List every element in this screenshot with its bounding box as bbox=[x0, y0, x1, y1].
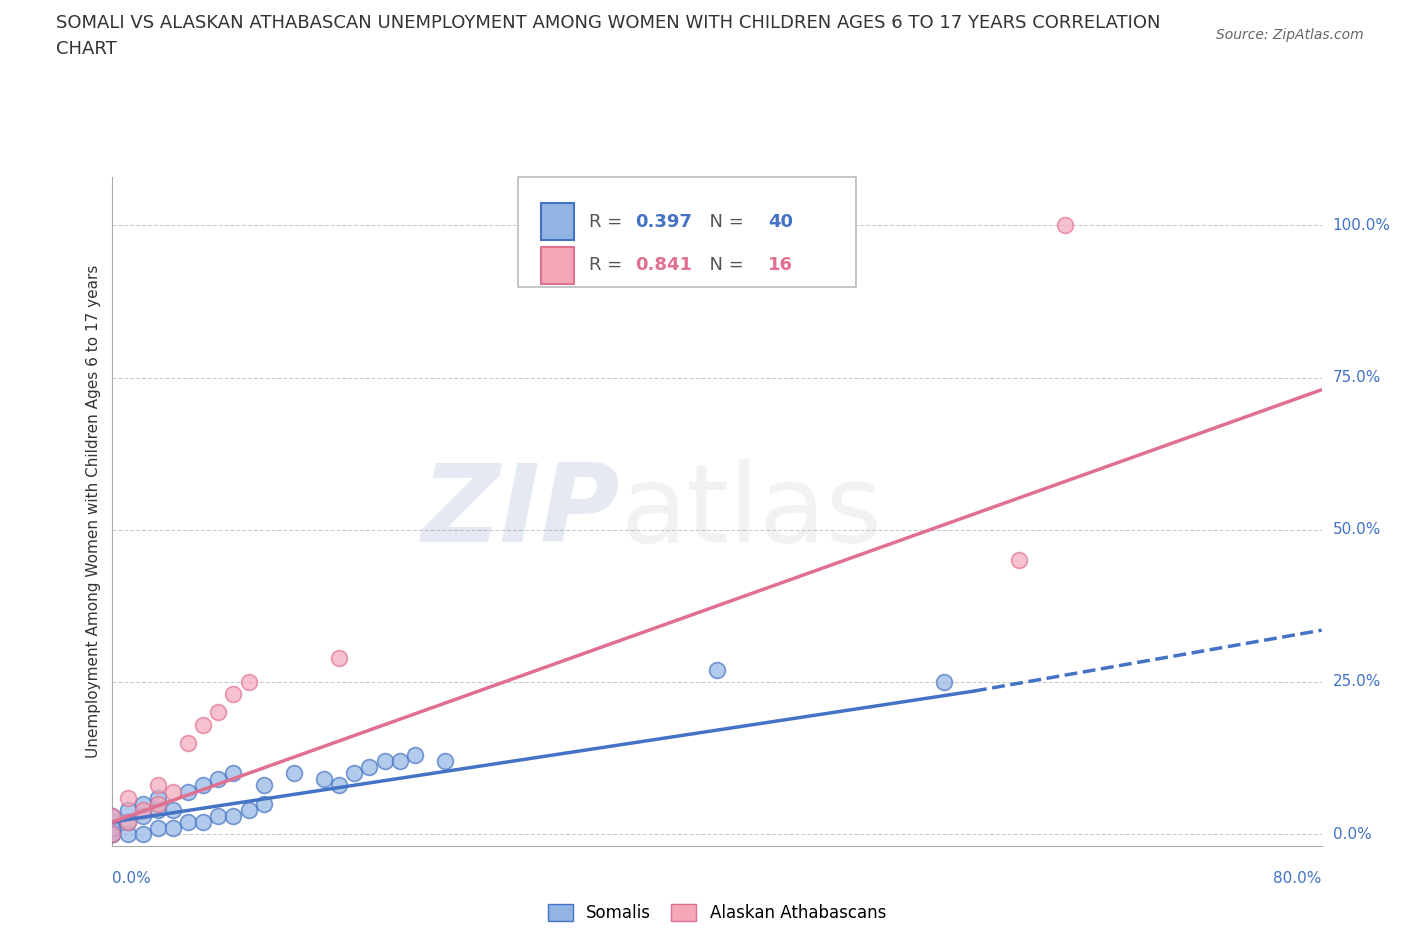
Point bbox=[177, 736, 200, 751]
Point bbox=[359, 760, 381, 775]
Point bbox=[117, 815, 139, 830]
Point bbox=[101, 827, 124, 842]
Point bbox=[253, 778, 276, 793]
Y-axis label: Unemployment Among Women with Children Ages 6 to 17 years: Unemployment Among Women with Children A… bbox=[86, 265, 101, 758]
Point bbox=[132, 827, 155, 842]
Text: N =: N = bbox=[697, 213, 749, 231]
Text: 25.0%: 25.0% bbox=[1333, 674, 1381, 689]
Text: 0.397: 0.397 bbox=[636, 213, 692, 231]
Point bbox=[433, 753, 456, 768]
Point bbox=[1053, 218, 1076, 232]
Text: 40: 40 bbox=[768, 213, 793, 231]
Point bbox=[146, 790, 169, 805]
Point bbox=[253, 796, 276, 811]
Point bbox=[101, 815, 124, 830]
Point bbox=[101, 808, 124, 823]
Point bbox=[117, 803, 139, 817]
Point bbox=[706, 662, 728, 677]
Text: 0.0%: 0.0% bbox=[112, 871, 152, 886]
Point bbox=[177, 815, 200, 830]
Text: 50.0%: 50.0% bbox=[1333, 523, 1381, 538]
Point bbox=[238, 803, 260, 817]
Point bbox=[328, 650, 350, 665]
Legend: Somalis, Alaskan Athabascans: Somalis, Alaskan Athabascans bbox=[541, 897, 893, 928]
Point bbox=[191, 815, 214, 830]
Point bbox=[207, 772, 229, 787]
Text: 16: 16 bbox=[768, 256, 793, 274]
Point bbox=[162, 784, 184, 799]
Point bbox=[146, 803, 169, 817]
Text: atlas: atlas bbox=[620, 458, 883, 565]
Text: N =: N = bbox=[697, 256, 749, 274]
Point bbox=[132, 796, 155, 811]
Point bbox=[177, 784, 200, 799]
Text: R =: R = bbox=[589, 256, 628, 274]
Text: R =: R = bbox=[589, 213, 628, 231]
Point bbox=[101, 827, 124, 842]
Point bbox=[932, 674, 955, 689]
Bar bbox=[540, 203, 575, 240]
Point bbox=[404, 748, 426, 763]
Bar bbox=[540, 246, 575, 284]
Point bbox=[101, 820, 124, 835]
Point bbox=[117, 790, 139, 805]
Text: 0.0%: 0.0% bbox=[1333, 827, 1371, 842]
Point bbox=[146, 820, 169, 835]
Point bbox=[283, 765, 305, 780]
Point bbox=[101, 827, 124, 842]
Point bbox=[132, 808, 155, 823]
Point bbox=[162, 820, 184, 835]
Point bbox=[146, 796, 169, 811]
Point bbox=[101, 827, 124, 842]
Point bbox=[117, 827, 139, 842]
Point bbox=[1008, 552, 1031, 567]
Point bbox=[132, 803, 155, 817]
Text: ZIP: ZIP bbox=[422, 458, 620, 565]
Text: 0.841: 0.841 bbox=[636, 256, 692, 274]
Point bbox=[117, 815, 139, 830]
Point bbox=[328, 778, 350, 793]
Point bbox=[101, 808, 124, 823]
Point bbox=[343, 765, 366, 780]
Point bbox=[101, 820, 124, 835]
Text: Source: ZipAtlas.com: Source: ZipAtlas.com bbox=[1216, 28, 1364, 42]
Point bbox=[222, 765, 245, 780]
Point bbox=[191, 717, 214, 732]
Point bbox=[222, 808, 245, 823]
Point bbox=[146, 778, 169, 793]
Point bbox=[207, 808, 229, 823]
Text: SOMALI VS ALASKAN ATHABASCAN UNEMPLOYMENT AMONG WOMEN WITH CHILDREN AGES 6 TO 17: SOMALI VS ALASKAN ATHABASCAN UNEMPLOYMEN… bbox=[56, 14, 1161, 32]
Point bbox=[374, 753, 396, 768]
Point bbox=[222, 686, 245, 701]
Text: CHART: CHART bbox=[56, 40, 117, 58]
Point bbox=[314, 772, 336, 787]
Point bbox=[207, 705, 229, 720]
FancyBboxPatch shape bbox=[517, 177, 856, 287]
Point bbox=[191, 778, 214, 793]
Point bbox=[162, 803, 184, 817]
Point bbox=[388, 753, 411, 768]
Text: 80.0%: 80.0% bbox=[1274, 871, 1322, 886]
Point bbox=[238, 674, 260, 689]
Text: 75.0%: 75.0% bbox=[1333, 370, 1381, 385]
Text: 100.0%: 100.0% bbox=[1333, 218, 1391, 232]
